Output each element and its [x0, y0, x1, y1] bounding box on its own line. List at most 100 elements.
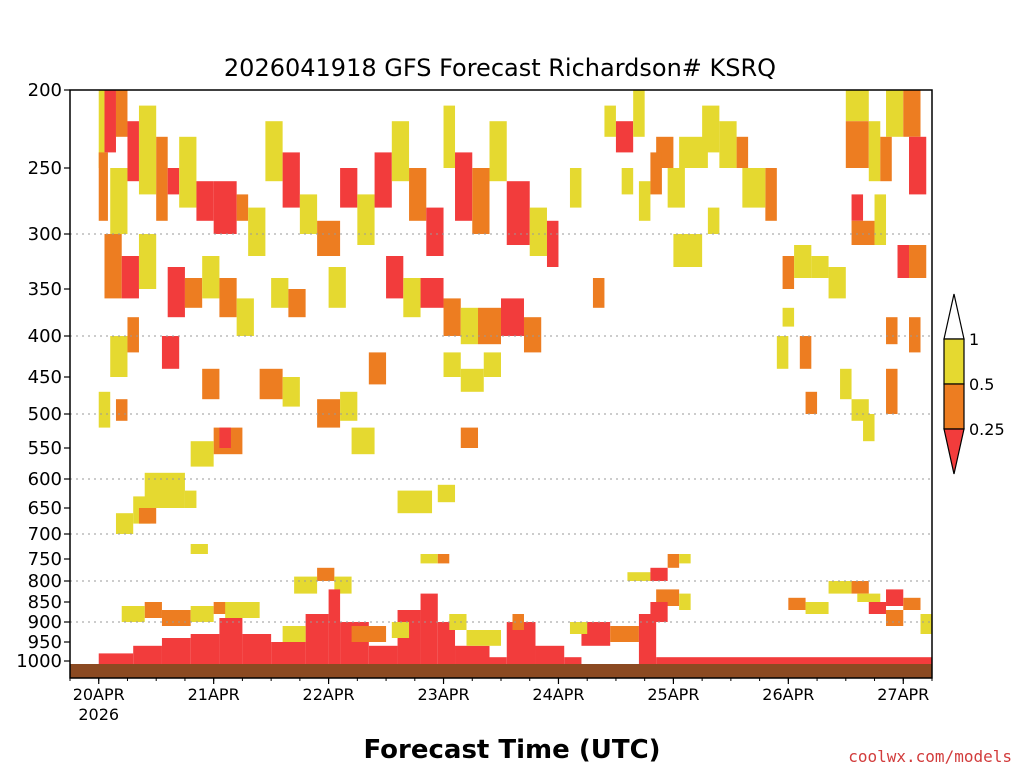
ri-cell — [138, 105, 157, 195]
ri-cell-low — [564, 657, 582, 664]
ri-cell — [299, 194, 318, 234]
ri-cell — [374, 152, 392, 208]
y-tick-label: 1000 — [16, 651, 62, 672]
legend-arrow-bottom — [943, 428, 965, 475]
ri-cell — [282, 377, 300, 407]
ri-cell — [138, 508, 157, 524]
ri-cell — [868, 602, 887, 614]
legend-label: 0.25 — [969, 420, 1005, 439]
ri-cell — [851, 220, 875, 245]
ri-cell — [546, 220, 559, 267]
ri-cell — [420, 554, 438, 564]
y-tick-label: 950 — [28, 632, 62, 653]
ri-cell — [98, 90, 105, 168]
ri-cell — [736, 136, 749, 168]
ri-cell — [184, 278, 203, 308]
ri-cell — [437, 484, 456, 503]
ri-cell — [523, 317, 542, 353]
ri-cell — [110, 336, 128, 377]
ri-cell — [219, 427, 231, 448]
ri-cell — [828, 581, 852, 594]
ri-cell — [673, 234, 703, 267]
ri-cell — [167, 168, 180, 195]
ri-cell — [742, 168, 766, 208]
y-tick-label: 900 — [28, 612, 62, 633]
ri-cell — [886, 317, 898, 345]
ri-cell — [455, 152, 473, 221]
ri-cell — [874, 194, 887, 245]
ri-cell — [650, 152, 662, 195]
ri-cell-low — [535, 645, 565, 664]
ri-cell — [202, 368, 220, 400]
ri-cell — [115, 513, 134, 534]
ri-cell — [351, 427, 375, 455]
ri-cell — [328, 267, 346, 308]
ri-cell-low — [512, 614, 524, 630]
ri-cell — [621, 168, 634, 195]
ri-cell-low — [282, 626, 306, 642]
ri-cell — [897, 245, 910, 278]
ri-cell — [845, 121, 869, 168]
ri-cell — [845, 90, 869, 122]
x-tick-label: 25APR — [647, 685, 699, 704]
y-tick-label: 850 — [28, 592, 62, 613]
y-tick-label: 650 — [28, 498, 62, 519]
ri-cell — [104, 90, 116, 153]
ri-cell — [569, 168, 582, 208]
ri-cell-low — [656, 657, 932, 664]
ri-cell — [144, 602, 162, 618]
ri-cell-low — [449, 614, 467, 630]
ri-cell — [886, 589, 904, 606]
y-tick-label: 250 — [28, 158, 62, 179]
ri-cell — [98, 152, 108, 221]
ri-cell-low — [581, 622, 611, 646]
ri-cell-low — [351, 626, 387, 642]
ri-cell — [403, 278, 421, 318]
y-tick-label: 350 — [28, 279, 62, 300]
ri-cell — [909, 245, 927, 278]
ri-cell — [271, 278, 289, 308]
legend-swatch-orange — [943, 383, 965, 430]
ri-cell — [236, 194, 249, 221]
ri-cell-low — [225, 602, 260, 618]
ri-cell — [161, 336, 180, 369]
ri-cell — [857, 593, 881, 602]
ri-cell-low — [190, 634, 220, 664]
ri-cell — [144, 472, 185, 508]
ri-cell — [615, 121, 634, 153]
ri-cell — [127, 121, 139, 182]
ri-cell — [506, 181, 530, 245]
ri-cell-low — [133, 645, 162, 664]
ri-cell — [811, 256, 829, 278]
x-tick-label: 23APR — [417, 685, 469, 704]
ri-cell — [805, 602, 829, 614]
ri-cell — [460, 427, 479, 448]
ri-cell — [472, 168, 490, 234]
legend-label: 0.5 — [969, 375, 994, 394]
ri-cell — [236, 298, 254, 336]
ri-cell — [719, 121, 737, 168]
ri-cell-low — [489, 657, 507, 664]
ri-cell — [501, 298, 524, 336]
ri-cell — [115, 399, 128, 421]
ri-cell — [460, 368, 484, 392]
ri-cell-low — [391, 622, 410, 638]
ri-cell — [702, 105, 720, 153]
ri-cell — [127, 317, 139, 353]
y-tick-label: 550 — [28, 438, 62, 459]
ri-cell — [161, 610, 191, 626]
y-tick-label: 600 — [28, 469, 62, 490]
x-tick-label: 27APR — [877, 685, 929, 704]
ri-cell — [679, 593, 691, 610]
credit-text: coolwx.com/models — [848, 747, 1012, 766]
ri-cell — [282, 152, 300, 208]
legend-swatch-yellow — [943, 338, 965, 385]
ri-cell — [121, 256, 139, 299]
ri-cell-low — [242, 634, 272, 664]
chart-title: 2026041918 GFS Forecast Richardson# KSRQ — [224, 54, 776, 82]
ri-cell — [460, 307, 479, 345]
ri-cell — [529, 207, 547, 256]
ri-cell — [650, 567, 668, 581]
ri-cell — [903, 90, 921, 137]
ri-cell-low — [569, 622, 588, 634]
